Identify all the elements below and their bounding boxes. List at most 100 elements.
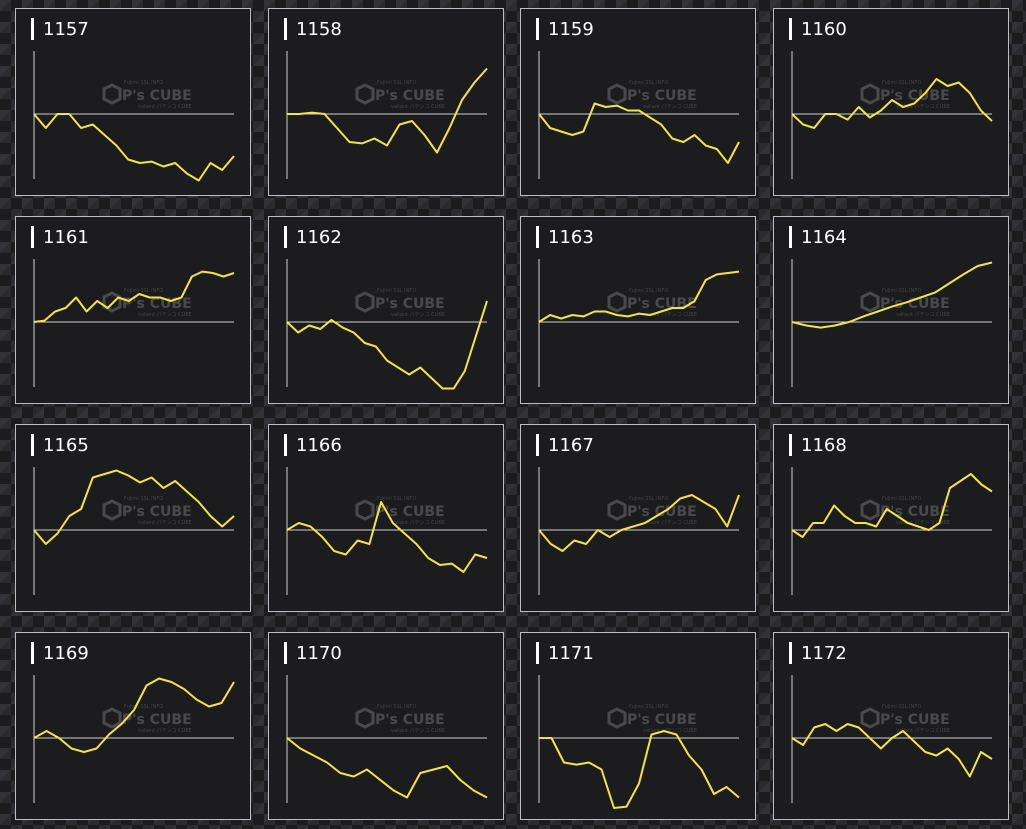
chart-title: 1160 xyxy=(789,18,847,40)
cube-icon xyxy=(860,83,880,105)
cube-icon xyxy=(607,291,627,313)
series-line xyxy=(33,113,235,182)
series-line xyxy=(791,261,993,329)
chart-panel-1172[interactable]: 1172 Fujimi SSL INFO P's CUBE valiant パチンコ … xyxy=(773,632,1009,820)
chart-title: 1164 xyxy=(789,226,847,248)
chart-title: 1165 xyxy=(31,434,89,456)
cube-icon xyxy=(860,707,880,729)
watermark-tagline-top: Fujimi SSL INFO xyxy=(124,496,163,502)
chart-panel-1159[interactable]: 1159 Fujimi SSL INFO P's CUBE valiant パチンコ … xyxy=(520,8,756,196)
watermark-tagline-bottom: valiant パチンコ CUBE xyxy=(896,312,950,318)
chart-title: 1166 xyxy=(284,434,342,456)
series-line xyxy=(538,102,740,164)
watermark-tagline-top: Fujimi SSL INFO xyxy=(882,80,921,86)
chart-panel-1170[interactable]: 1170 Fujimi SSL INFO P's CUBE valiant パチンコ … xyxy=(268,632,504,820)
watermark-brand: P's CUBE xyxy=(627,712,697,728)
chart-title: 1167 xyxy=(536,434,594,456)
watermark-brand: P's CUBE xyxy=(880,88,950,104)
cube-icon xyxy=(102,83,122,105)
watermark-tagline-bottom: valiant パチンコ CUBE xyxy=(643,104,697,110)
watermark-tagline-bottom: valiant パチンコ CUBE xyxy=(391,312,445,318)
watermark-brand: P's CUBE xyxy=(375,296,445,312)
cube-icon xyxy=(102,707,122,729)
chart-title: 1172 xyxy=(789,642,847,664)
chart-title: 1168 xyxy=(789,434,847,456)
series-line xyxy=(287,67,488,154)
chart-panel-1158[interactable]: 1158 Fujimi SSL INFO P's CUBE valiant パチンコ … xyxy=(268,8,504,196)
series-line xyxy=(539,730,740,809)
cube-icon xyxy=(607,499,627,521)
watermark-brand: P's CUBE xyxy=(880,712,950,728)
watermark-brand: P's CUBE xyxy=(627,296,697,312)
watermark-tagline-top: Fujimi SSL INFO xyxy=(377,496,416,502)
series-line xyxy=(33,469,235,545)
watermark-tagline-bottom: valiant パチンコ CUBE xyxy=(643,312,697,318)
chart-title: 1162 xyxy=(284,226,342,248)
series-line xyxy=(791,473,993,538)
chart-panel-1160[interactable]: 1160 Fujimi SSL INFO P's CUBE valiant パチンコ … xyxy=(773,8,1009,196)
watermark-tagline-bottom: valiant パチンコ CUBE xyxy=(896,104,950,110)
chart-panel-1171[interactable]: 1171 Fujimi SSL INFO P's CUBE valiant パチンコ … xyxy=(520,632,756,820)
cube-icon xyxy=(355,291,375,313)
watermark-tagline-bottom: valiant パチンコ CUBE xyxy=(138,728,192,734)
cube-icon xyxy=(355,83,375,105)
watermark-tagline-top: Fujimi SSL INFO xyxy=(124,704,163,710)
watermark-tagline-top: Fujimi SSL INFO xyxy=(377,704,416,710)
watermark-tagline-top: Fujimi SSL INFO xyxy=(124,80,163,86)
chart-panel-1166[interactable]: 1166 Fujimi SSL INFO P's CUBE valiant パチンコ … xyxy=(268,424,504,612)
series-line xyxy=(791,723,993,778)
series-line xyxy=(286,737,488,799)
watermark-tagline-bottom: valiant パチンコ CUBE xyxy=(391,520,445,526)
watermark-tagline-bottom: valiant パチンコ CUBE xyxy=(138,520,192,526)
chart-panel-1169[interactable]: 1169 Fujimi SSL INFO P's CUBE valiant パチンコ … xyxy=(15,632,251,820)
cube-icon xyxy=(607,83,627,105)
series-line xyxy=(791,78,993,129)
watermark-tagline-top: Fujimi SSL INFO xyxy=(629,704,668,710)
watermark-brand: P's CUBE xyxy=(627,88,697,104)
watermark-tagline-bottom: valiant パチンコ CUBE xyxy=(391,728,445,734)
watermark-tagline-bottom: valiant パチンコ CUBE xyxy=(643,520,697,526)
chart-panel-1168[interactable]: 1168 Fujimi SSL INFO P's CUBE valiant パチンコ … xyxy=(773,424,1009,612)
chart-panel-1163[interactable]: 1163 Fujimi SSL INFO P's CUBE valiant パチンコ … xyxy=(520,216,756,404)
watermark-brand: P's CUBE xyxy=(375,504,445,520)
cube-icon xyxy=(355,499,375,521)
cube-icon xyxy=(355,707,375,729)
chart-panel-1157[interactable]: 1157 Fujimi SSL INFO P's CUBE valiant パチンコ … xyxy=(15,8,251,196)
watermark-tagline-bottom: valiant パチンコ CUBE xyxy=(138,104,192,110)
cube-icon xyxy=(860,499,880,521)
chart-panel-1165[interactable]: 1165 Fujimi SSL INFO P's CUBE valiant パチンコ … xyxy=(15,424,251,612)
watermark-tagline-bottom: valiant パチンコ CUBE xyxy=(896,728,950,734)
watermark-tagline-top: Fujimi SSL INFO xyxy=(882,496,921,502)
series-line xyxy=(286,501,488,573)
watermark-tagline-top: Fujimi SSL INFO xyxy=(377,80,416,86)
watermark-tagline-top: Fujimi SSL INFO xyxy=(629,80,668,86)
chart-panel-1164[interactable]: 1164 Fujimi SSL INFO P's CUBE valiant パチンコ … xyxy=(773,216,1009,404)
watermark-tagline-top: Fujimi SSL INFO xyxy=(377,288,416,294)
chart-title: 1171 xyxy=(536,642,594,664)
watermark-tagline-bottom: valiant パチンコ CUBE xyxy=(391,104,445,110)
watermark-tagline-bottom: valiant パチンコ CUBE xyxy=(896,520,950,526)
chart-panel-1167[interactable]: 1167 Fujimi SSL INFO P's CUBE valiant パチンコ … xyxy=(520,424,756,612)
chart-panel-1161[interactable]: 1161 Fujimi SSL INFO P's CUBE valiant パチンコ … xyxy=(15,216,251,404)
cube-icon xyxy=(102,499,122,521)
chart-title: 1169 xyxy=(31,642,89,664)
chart-panel-1162[interactable]: 1162 Fujimi SSL INFO P's CUBE valiant パチンコ … xyxy=(268,216,504,404)
watermark-tagline-top: Fujimi SSL INFO xyxy=(629,288,668,294)
